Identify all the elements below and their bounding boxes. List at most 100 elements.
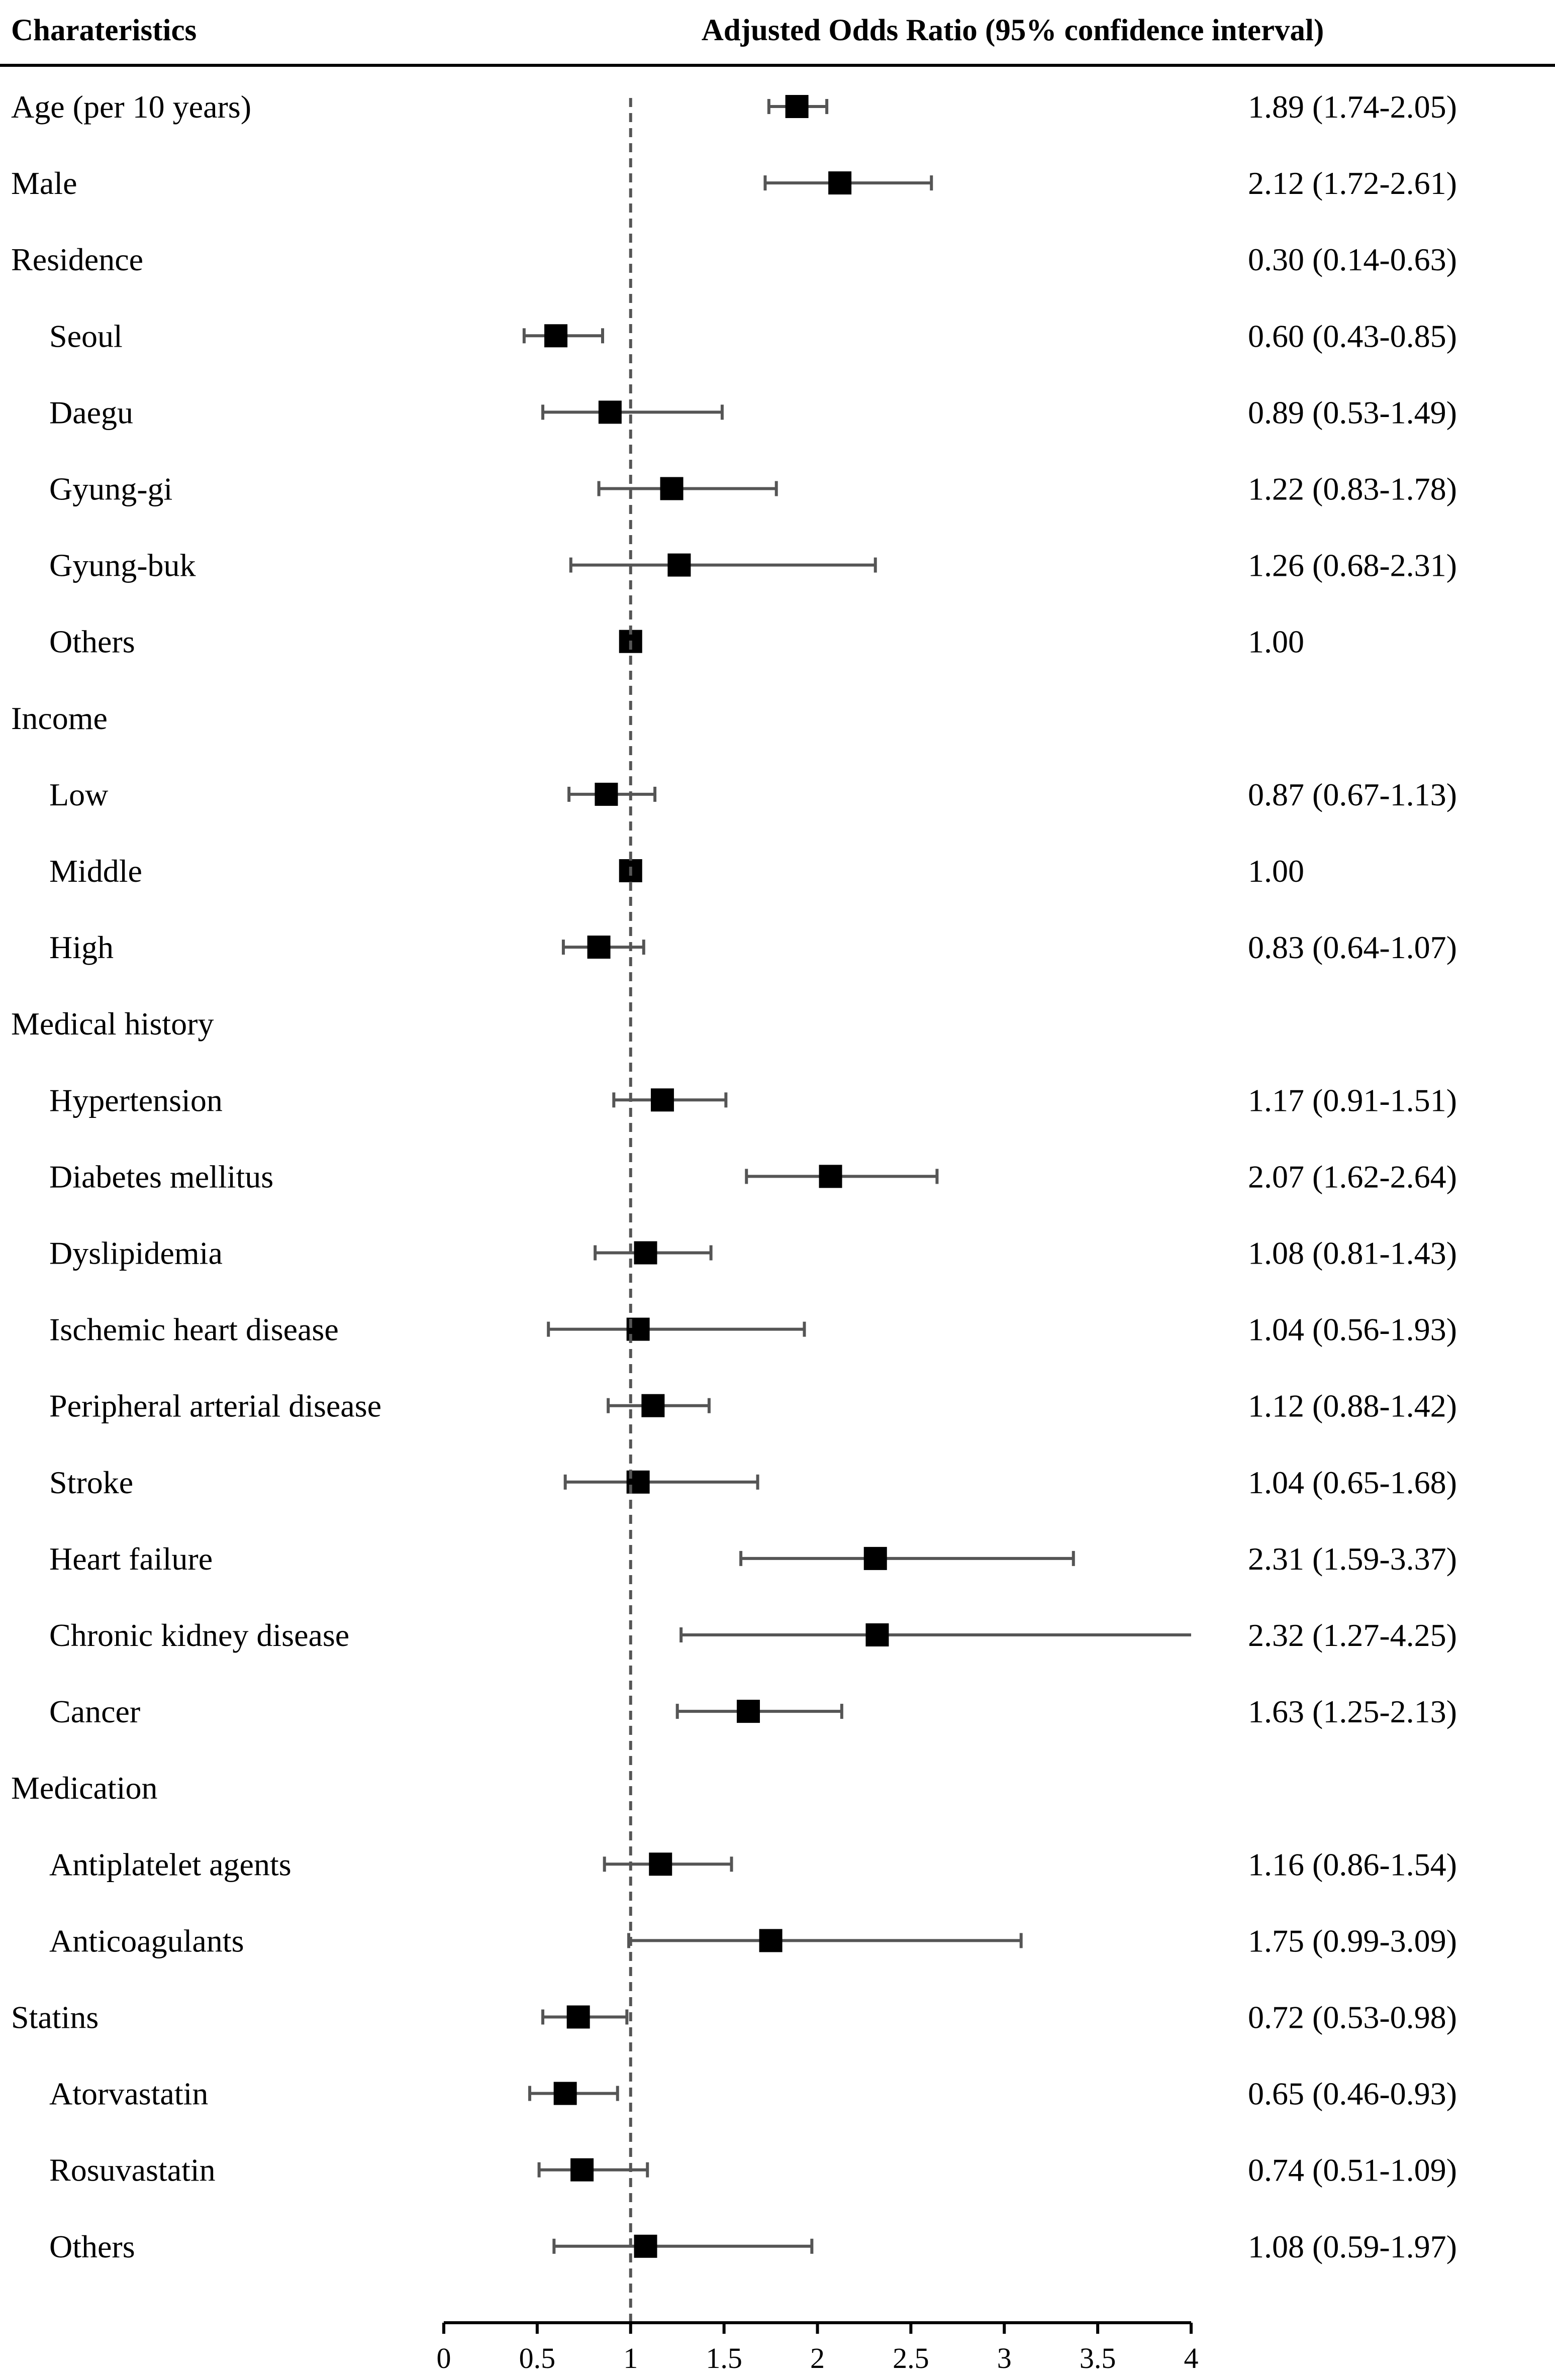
- row-label: Chronic kidney disease: [49, 1617, 349, 1653]
- row-label: Atorvastatin: [49, 2076, 208, 2112]
- row-value-text: 1.22 (0.83-1.78): [1248, 471, 1457, 507]
- odds-ratio-marker: [786, 95, 809, 118]
- odds-ratio-marker: [567, 2006, 590, 2029]
- forest-row: Residence 0.30 (0.14-0.63): [11, 242, 1457, 277]
- odds-ratio-marker: [864, 1547, 887, 1570]
- row-value-text: 1.17 (0.91-1.51): [1248, 1082, 1457, 1118]
- odds-ratio-marker: [634, 2235, 657, 2258]
- forest-row: Others 1.08 (0.59-1.97): [49, 2229, 1457, 2264]
- row-value-text: 1.89 (1.74-2.05): [1248, 89, 1457, 125]
- odds-ratio-marker: [737, 1700, 760, 1723]
- row-value-text: 0.60 (0.43-0.85): [1248, 318, 1457, 354]
- row-value-text: 0.65 (0.46-0.93): [1248, 2076, 1457, 2112]
- row-value-text: 2.07 (1.62-2.64): [1248, 1159, 1457, 1194]
- forest-row: Age (per 10 years) 1.89 (1.74-2.05): [11, 89, 1457, 125]
- row-label: Seoul: [49, 318, 123, 354]
- x-tick-label: 3: [997, 2342, 1012, 2374]
- row-label: Age (per 10 years): [11, 89, 251, 125]
- row-label: Gyung-gi: [49, 471, 172, 507]
- row-label: Rosuvastatin: [49, 2152, 216, 2188]
- odds-ratio-marker: [759, 1929, 783, 1952]
- odds-ratio-marker: [544, 324, 567, 347]
- forest-row: Chronic kidney disease 2.32 (1.27-4.25): [49, 1617, 1457, 1653]
- odds-ratio-marker: [641, 1394, 664, 1417]
- row-label: Peripheral arterial disease: [49, 1388, 381, 1424]
- row-value-text: 0.74 (0.51-1.09): [1248, 2152, 1457, 2188]
- odds-ratio-marker: [588, 936, 611, 959]
- header-characteristics: Charateristics: [11, 14, 197, 47]
- odds-ratio-marker: [819, 1165, 842, 1188]
- row-value-text: 0.87 (0.67-1.13): [1248, 777, 1457, 812]
- row-value-text: 1.16 (0.86-1.54): [1248, 1846, 1457, 1882]
- forest-row: Dyslipidemia 1.08 (0.81-1.43): [49, 1235, 1457, 1271]
- row-value-text: 0.30 (0.14-0.63): [1248, 242, 1457, 277]
- x-tick-label: 4: [1184, 2342, 1199, 2374]
- row-label: Daegu: [49, 394, 133, 430]
- forest-row: Middle 1.00: [49, 853, 1304, 889]
- forest-row: Cancer 1.63 (1.25-2.13): [49, 1694, 1457, 1729]
- row-value-text: 2.31 (1.59-3.37): [1248, 1541, 1457, 1577]
- row-label: Medication: [11, 1770, 157, 1806]
- forest-row: Medical history: [11, 1006, 214, 1042]
- forest-row: Others 1.00: [49, 624, 1304, 660]
- odds-ratio-marker: [554, 2082, 577, 2105]
- row-value-text: 1.04 (0.65-1.68): [1248, 1465, 1457, 1500]
- row-value-text: 0.89 (0.53-1.49): [1248, 394, 1457, 430]
- odds-ratio-marker: [667, 554, 691, 577]
- row-value-text: 1.04 (0.56-1.93): [1248, 1312, 1457, 1348]
- row-label: Gyung-buk: [49, 548, 196, 583]
- forest-row: Heart failure 2.31 (1.59-3.37): [49, 1541, 1457, 1577]
- row-label: Anticoagulants: [49, 1923, 244, 1958]
- odds-ratio-marker: [649, 1852, 672, 1876]
- forest-row: High 0.83 (0.64-1.07): [49, 929, 1457, 965]
- row-value-text: 2.12 (1.72-2.61): [1248, 165, 1457, 201]
- row-value-text: 0.83 (0.64-1.07): [1248, 929, 1457, 965]
- row-value-text: 0.72 (0.53-0.98): [1248, 2000, 1457, 2035]
- odds-ratio-marker: [828, 171, 851, 194]
- row-value-text: 1.00: [1248, 853, 1304, 889]
- row-label: Others: [49, 2229, 135, 2264]
- row-value-text: 1.00: [1248, 624, 1304, 660]
- row-label: Low: [49, 777, 108, 812]
- x-tick-label: 0: [437, 2342, 451, 2374]
- row-label: Diabetes mellitus: [49, 1159, 273, 1194]
- forest-row: Hypertension 1.17 (0.91-1.51): [49, 1082, 1457, 1118]
- row-label: Ischemic heart disease: [49, 1312, 339, 1348]
- row-label: Residence: [11, 242, 143, 277]
- row-label: Cancer: [49, 1694, 140, 1729]
- forest-row: Peripheral arterial disease 1.12 (0.88-1.…: [49, 1388, 1457, 1424]
- row-label: Hypertension: [49, 1082, 223, 1118]
- x-tick-label: 1: [623, 2342, 638, 2374]
- forest-row: Male 2.12 (1.72-2.61): [11, 165, 1457, 201]
- row-value-text: 1.63 (1.25-2.13): [1248, 1694, 1457, 1729]
- forest-plot: Charateristics Adjusted Odds Ratio (95% …: [0, 0, 1555, 2380]
- row-label: Middle: [49, 853, 142, 889]
- row-label: Heart failure: [49, 1541, 213, 1577]
- row-label: Stroke: [49, 1465, 133, 1500]
- row-label: Statins: [11, 2000, 99, 2035]
- forest-row: Low 0.87 (0.67-1.13): [49, 777, 1457, 812]
- forest-row: Statins 0.72 (0.53-0.98): [11, 2000, 1457, 2035]
- row-label: Male: [11, 165, 77, 201]
- x-tick-label: 3.5: [1080, 2342, 1116, 2374]
- x-tick-label: 1.5: [706, 2342, 742, 2374]
- row-label: Others: [49, 624, 135, 660]
- odds-ratio-marker: [599, 400, 622, 424]
- odds-ratio-marker: [651, 1088, 674, 1111]
- row-label: Antiplatelet agents: [49, 1846, 291, 1882]
- forest-row: Gyung-buk 1.26 (0.68-2.31): [49, 548, 1457, 583]
- forest-row: Diabetes mellitus 2.07 (1.62-2.64): [49, 1159, 1457, 1194]
- odds-ratio-marker: [595, 783, 618, 806]
- row-value-text: 1.26 (0.68-2.31): [1248, 548, 1457, 583]
- odds-ratio-marker: [634, 1241, 657, 1265]
- row-value-text: 1.08 (0.59-1.97): [1248, 2229, 1457, 2264]
- row-value-text: 2.32 (1.27-4.25): [1248, 1617, 1457, 1653]
- x-tick-label: 0.5: [519, 2342, 556, 2374]
- forest-row: Gyung-gi 1.22 (0.83-1.78): [49, 471, 1457, 507]
- forest-row: Rosuvastatin 0.74 (0.51-1.09): [49, 2152, 1457, 2188]
- forest-row: Medication: [11, 1770, 157, 1806]
- row-value-text: 1.75 (0.99-3.09): [1248, 1923, 1457, 1958]
- x-tick-label: 2: [810, 2342, 825, 2374]
- odds-ratio-marker: [570, 2158, 594, 2182]
- forest-row: Anticoagulants 1.75 (0.99-3.09): [49, 1923, 1457, 1958]
